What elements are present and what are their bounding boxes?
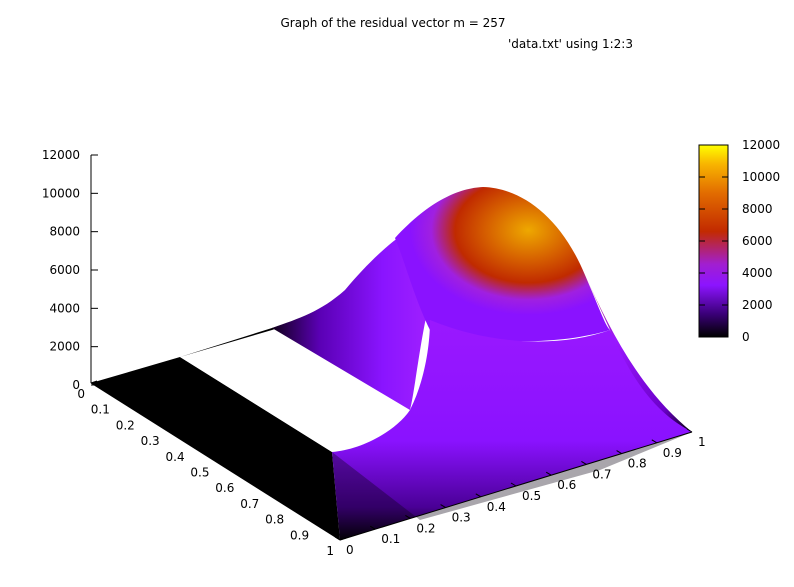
x-tick [215,459,222,462]
surface-base-edge [332,432,692,540]
colorbar-ticks: 0 2000 4000 6000 8000 10000 12000 [699,138,780,344]
x-tick [190,443,197,447]
y-tick [475,493,482,498]
z-tick-label: 12000 [42,148,80,162]
x-tick [240,474,247,478]
y-tick [686,428,693,433]
x-tick [90,380,98,384]
x-tick-label: 0.8 [265,513,284,527]
y-tick-label: 0.7 [592,467,611,481]
z-tick-label: 8000 [49,225,80,239]
y-tick [405,514,411,519]
x-tick-label: 0.3 [141,434,160,448]
y-tick [369,525,376,530]
legend-key-label: 'data.txt' using 1:2:3 [508,37,633,51]
y-axis: 0 0.1 0.2 0.3 0.4 0.5 0.6 0.7 0.8 0.9 1 [334,428,706,557]
x-tick-label: 0.5 [190,466,209,480]
x-tick-label: 0.4 [166,450,185,464]
y-tick [581,460,587,465]
colorbar-tick-label: 6000 [742,234,773,248]
z-tick-label: 0 [72,378,80,392]
x-axis: 0 0.1 0.2 0.3 0.4 0.5 0.6 0.7 0.8 0.9 1 [77,380,347,558]
colorbar-tick-label: 0 [742,330,750,344]
z-tick-label: 6000 [49,263,80,277]
x-tick-label: 1 [326,544,334,558]
x-tick [265,490,272,494]
x-tick-label: 0.6 [215,481,234,495]
y-tick [440,504,446,509]
colorbar: 0 2000 4000 6000 8000 10000 12000 [698,138,780,344]
colorbar-tick-label: 8000 [742,202,773,216]
surface-front-slope [332,320,692,540]
x-tick-label: 0 [77,387,85,401]
z-tick-label: 2000 [49,340,80,354]
y-tick [510,482,517,487]
surface-peak [395,187,610,342]
surface-back-rim [180,320,300,357]
x-tick-label: 0.2 [116,418,135,432]
y-tick-label: 0.9 [663,446,682,460]
z-tick-label: 4000 [49,301,80,315]
x-tick [140,411,147,415]
y-tick-label: 0 [346,543,354,557]
y-tick [651,439,658,444]
y-tick-label: 0.8 [628,457,647,471]
surface-floor [91,357,340,540]
x-tick-label: 0.9 [290,528,309,542]
y-tick-label: 0.5 [522,489,541,503]
y-tick-label: 0.3 [452,511,471,525]
surface-gap [180,330,410,452]
colorbar-tick-label: 10000 [742,170,780,184]
y-tick-label: 0.6 [557,478,576,492]
y-tick-label: 1 [698,435,706,449]
z-axis: 0 2000 4000 6000 8000 10000 12000 [42,148,98,392]
x-tick [165,427,172,431]
y-tick-label: 0.1 [381,532,400,546]
y-tick-label: 0.4 [487,500,506,514]
y-tick [334,536,341,541]
y-tick [616,450,622,455]
x-tick [314,521,322,525]
colorbar-tick-label: 4000 [742,266,773,280]
chart-title: Graph of the residual vector m = 257 [280,16,505,30]
x-tick-label: 0.7 [240,497,259,511]
z-tick-label: 10000 [42,186,80,200]
x-tick [339,537,347,541]
surface-left-wall [272,230,430,410]
x-tick-label: 0.1 [91,403,110,417]
colorbar-tick-label: 12000 [742,138,780,152]
x-tick [290,506,297,510]
x-tick [115,396,123,400]
colorbar-tick-label: 2000 [742,298,773,312]
y-tick-label: 0.2 [416,521,435,535]
y-tick [545,471,552,476]
surface-mesh [91,187,692,540]
